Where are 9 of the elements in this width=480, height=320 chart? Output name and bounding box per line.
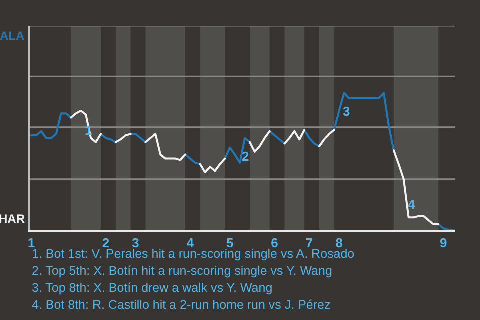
- x-tick-label: 9: [440, 236, 448, 251]
- annotation: 4: [408, 197, 416, 212]
- text: 4. Bot 8th: R. Castillo hit a 2-run home run vs J. Pérez: [32, 298, 331, 312]
- annotation: 3: [343, 104, 350, 119]
- text: 3. Top 8th: X. Botín drew a walk vs Y. Wang: [32, 281, 273, 295]
- text: ALA: [0, 29, 25, 43]
- annotation: 2: [242, 149, 250, 164]
- text: 2. Top 5th: X. Botín hit a run-scoring single vs Y. Wang: [32, 264, 332, 278]
- text: HAR: [0, 212, 26, 226]
